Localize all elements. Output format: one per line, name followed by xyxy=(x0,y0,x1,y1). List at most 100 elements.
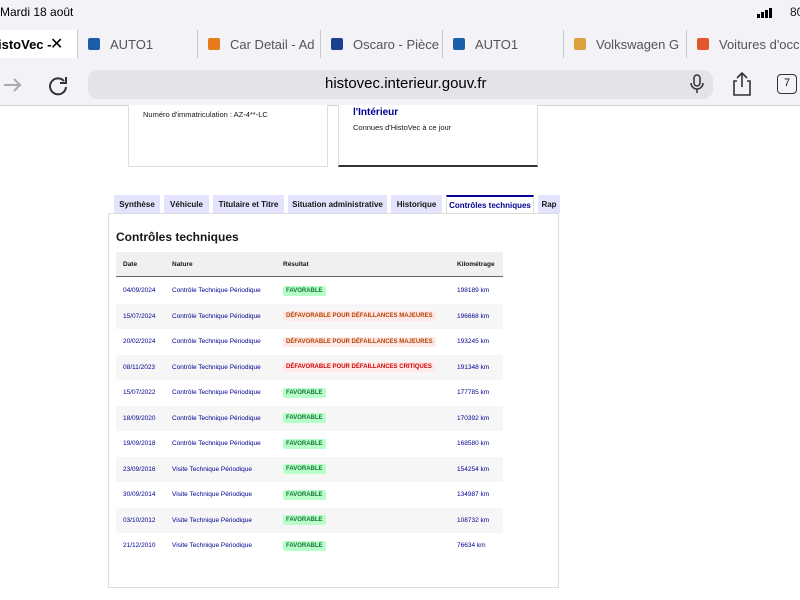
nature-cell: Contrôle Technique Périodique xyxy=(172,287,261,294)
browser-tab[interactable]: AUTO1 xyxy=(442,30,563,58)
nature-cell: Visite Technique Périodique xyxy=(172,491,252,498)
browser-tab[interactable]: Voitures d'occ xyxy=(686,30,800,58)
nav-buttons xyxy=(4,77,67,96)
mileage-cell: 154254 km xyxy=(457,465,490,473)
column-header: Nature xyxy=(172,261,193,268)
nature-cell: Visite Technique Périodique xyxy=(172,516,252,524)
result-cell: FAVORABLE xyxy=(283,380,326,405)
tab-icon xyxy=(453,38,465,50)
card: Numéro d'immatriculation : AZ-4**-LC xyxy=(128,105,328,167)
nav-tab[interactable]: Historique xyxy=(391,195,442,213)
nav-tab[interactable]: Contrôles techniques xyxy=(446,195,534,213)
status-badge: FAVORABLE xyxy=(283,515,326,525)
mileage-cell: 168580 km xyxy=(457,440,490,447)
browser-tab[interactable]: Oscaro - Pièce xyxy=(320,30,442,58)
browser-chrome: Mardi 18 août 80 istoVec -✕ AUTO1 Car Deta… xyxy=(0,0,800,106)
section-title: Contrôles techniques xyxy=(116,230,239,244)
nature-cell: Visite Technique Périodique xyxy=(172,542,252,549)
mic-icon[interactable] xyxy=(690,74,704,94)
table-header-bg xyxy=(116,252,503,277)
nav-tab[interactable]: Véhicule xyxy=(164,195,209,213)
date-cell: 04/09/2024 xyxy=(123,287,156,294)
tab-title: Voitures d'occ xyxy=(719,36,800,52)
tab-icon xyxy=(88,38,100,50)
mileage-cell: 196668 km xyxy=(457,312,490,320)
browser-tab[interactable]: istoVec - ✕ xyxy=(0,30,77,58)
mileage-cell: 193245 km xyxy=(457,338,490,345)
card: l'Intérieur Connues d'HistoVec à ce jour xyxy=(338,105,538,167)
nav-tab[interactable]: Titulaire et Titre xyxy=(213,195,284,213)
tab-icon xyxy=(697,38,709,50)
nav-tab[interactable]: Rap xyxy=(538,195,560,213)
card-text: Connues d'HistoVec à ce jour xyxy=(353,123,452,132)
nature-cell: Contrôle Technique Périodique xyxy=(172,312,261,320)
date-cell: 21/12/2010 xyxy=(123,542,156,549)
tab-title: istoVec - xyxy=(0,36,52,52)
status-badge: DÉFAVORABLE POUR DÉFAILLANCES MAJEURES xyxy=(283,311,436,321)
column-header: Résultat xyxy=(283,261,309,268)
tab-title: Car Detail - Ad xyxy=(230,36,315,52)
date-cell: 08/11/2023 xyxy=(123,363,156,371)
result-cell: FAVORABLE xyxy=(283,533,326,558)
status-badge: FAVORABLE xyxy=(283,387,326,398)
nature-cell: Contrôle Technique Périodique xyxy=(172,389,261,396)
share-icon[interactable] xyxy=(731,72,753,96)
tab-icon xyxy=(331,38,343,50)
tab-icon xyxy=(574,38,586,50)
close-tab[interactable]: ✕ xyxy=(50,36,64,53)
result-cell: FAVORABLE xyxy=(283,457,326,482)
tab-icon xyxy=(208,38,220,50)
tab-title: Oscaro - Pièce xyxy=(353,36,439,52)
date-cell: 20/02/2024 xyxy=(123,338,156,345)
status-badge: FAVORABLE xyxy=(283,489,326,500)
nature-cell: Visite Technique Périodique xyxy=(172,465,252,473)
mileage-cell: 198189 km xyxy=(457,287,490,294)
mileage-cell: 76634 km xyxy=(457,542,486,549)
mileage-cell: 177785 km xyxy=(457,389,490,396)
url: histovec.interieur.gouv.fr xyxy=(325,75,487,92)
nature-cell: Contrôle Technique Périodique xyxy=(172,363,261,371)
tab-count[interactable]: 7 xyxy=(777,74,797,94)
status-badge: DÉFAVORABLE POUR DÉFAILLANCES CRITIQUES xyxy=(283,362,435,372)
status-badge: FAVORABLE xyxy=(283,438,326,449)
result-cell: DÉFAVORABLE POUR DÉFAILLANCES MAJEURES xyxy=(283,329,436,354)
browser-tab[interactable]: AUTO1 xyxy=(77,30,197,58)
date-cell: 15/07/2024 xyxy=(123,312,156,320)
status-badge: FAVORABLE xyxy=(283,540,326,551)
date-cell: 18/09/2020 xyxy=(123,414,156,422)
browser-tab[interactable]: Volkswagen G xyxy=(563,30,686,58)
date-cell: 03/10/2012 xyxy=(123,516,156,524)
mileage-cell: 108732 km xyxy=(457,516,490,524)
tab-title: AUTO1 xyxy=(475,36,519,52)
column-header: Kilométrage xyxy=(457,261,495,268)
date-cell: 15/07/2022 xyxy=(123,389,156,396)
time: Mardi 18 août xyxy=(0,5,74,19)
date-cell: 23/09/2016 xyxy=(123,465,156,473)
mileage-cell: 170392 km xyxy=(457,414,490,422)
result-cell: FAVORABLE xyxy=(283,406,326,431)
browser-tab[interactable]: Car Detail - Ad xyxy=(197,30,320,58)
result-cell: FAVORABLE xyxy=(283,431,326,456)
tab-title: AUTO1 xyxy=(110,36,154,52)
result-cell: DÉFAVORABLE POUR DÉFAILLANCES CRITIQUES xyxy=(283,355,435,380)
tab-title: Volkswagen G xyxy=(596,36,680,52)
nature-cell: Contrôle Technique Périodique xyxy=(172,440,261,447)
column-header: Date xyxy=(123,261,138,268)
nature-cell: Contrôle Technique Périodique xyxy=(172,338,261,345)
card-heading: l'Intérieur xyxy=(353,107,399,118)
nature-cell: Contrôle Technique Périodique xyxy=(172,414,261,422)
signal-icon xyxy=(757,8,772,18)
status-badge: FAVORABLE xyxy=(283,285,326,296)
nav-tab[interactable]: Synthèse xyxy=(114,195,160,213)
result-cell: FAVORABLE xyxy=(283,278,326,303)
mileage-cell: 134987 km xyxy=(457,491,490,498)
battery: 80 xyxy=(790,5,800,19)
address-bar[interactable] xyxy=(88,70,713,99)
nav-tab[interactable]: Situation administrative xyxy=(288,195,387,213)
result-cell: FAVORABLE xyxy=(283,508,326,533)
mileage-cell: 191348 km xyxy=(457,363,490,371)
date-cell: 19/09/2018 xyxy=(123,440,156,447)
status-badge: DÉFAVORABLE POUR DÉFAILLANCES MAJEURES xyxy=(283,336,436,347)
status-badge: FAVORABLE xyxy=(283,413,326,423)
